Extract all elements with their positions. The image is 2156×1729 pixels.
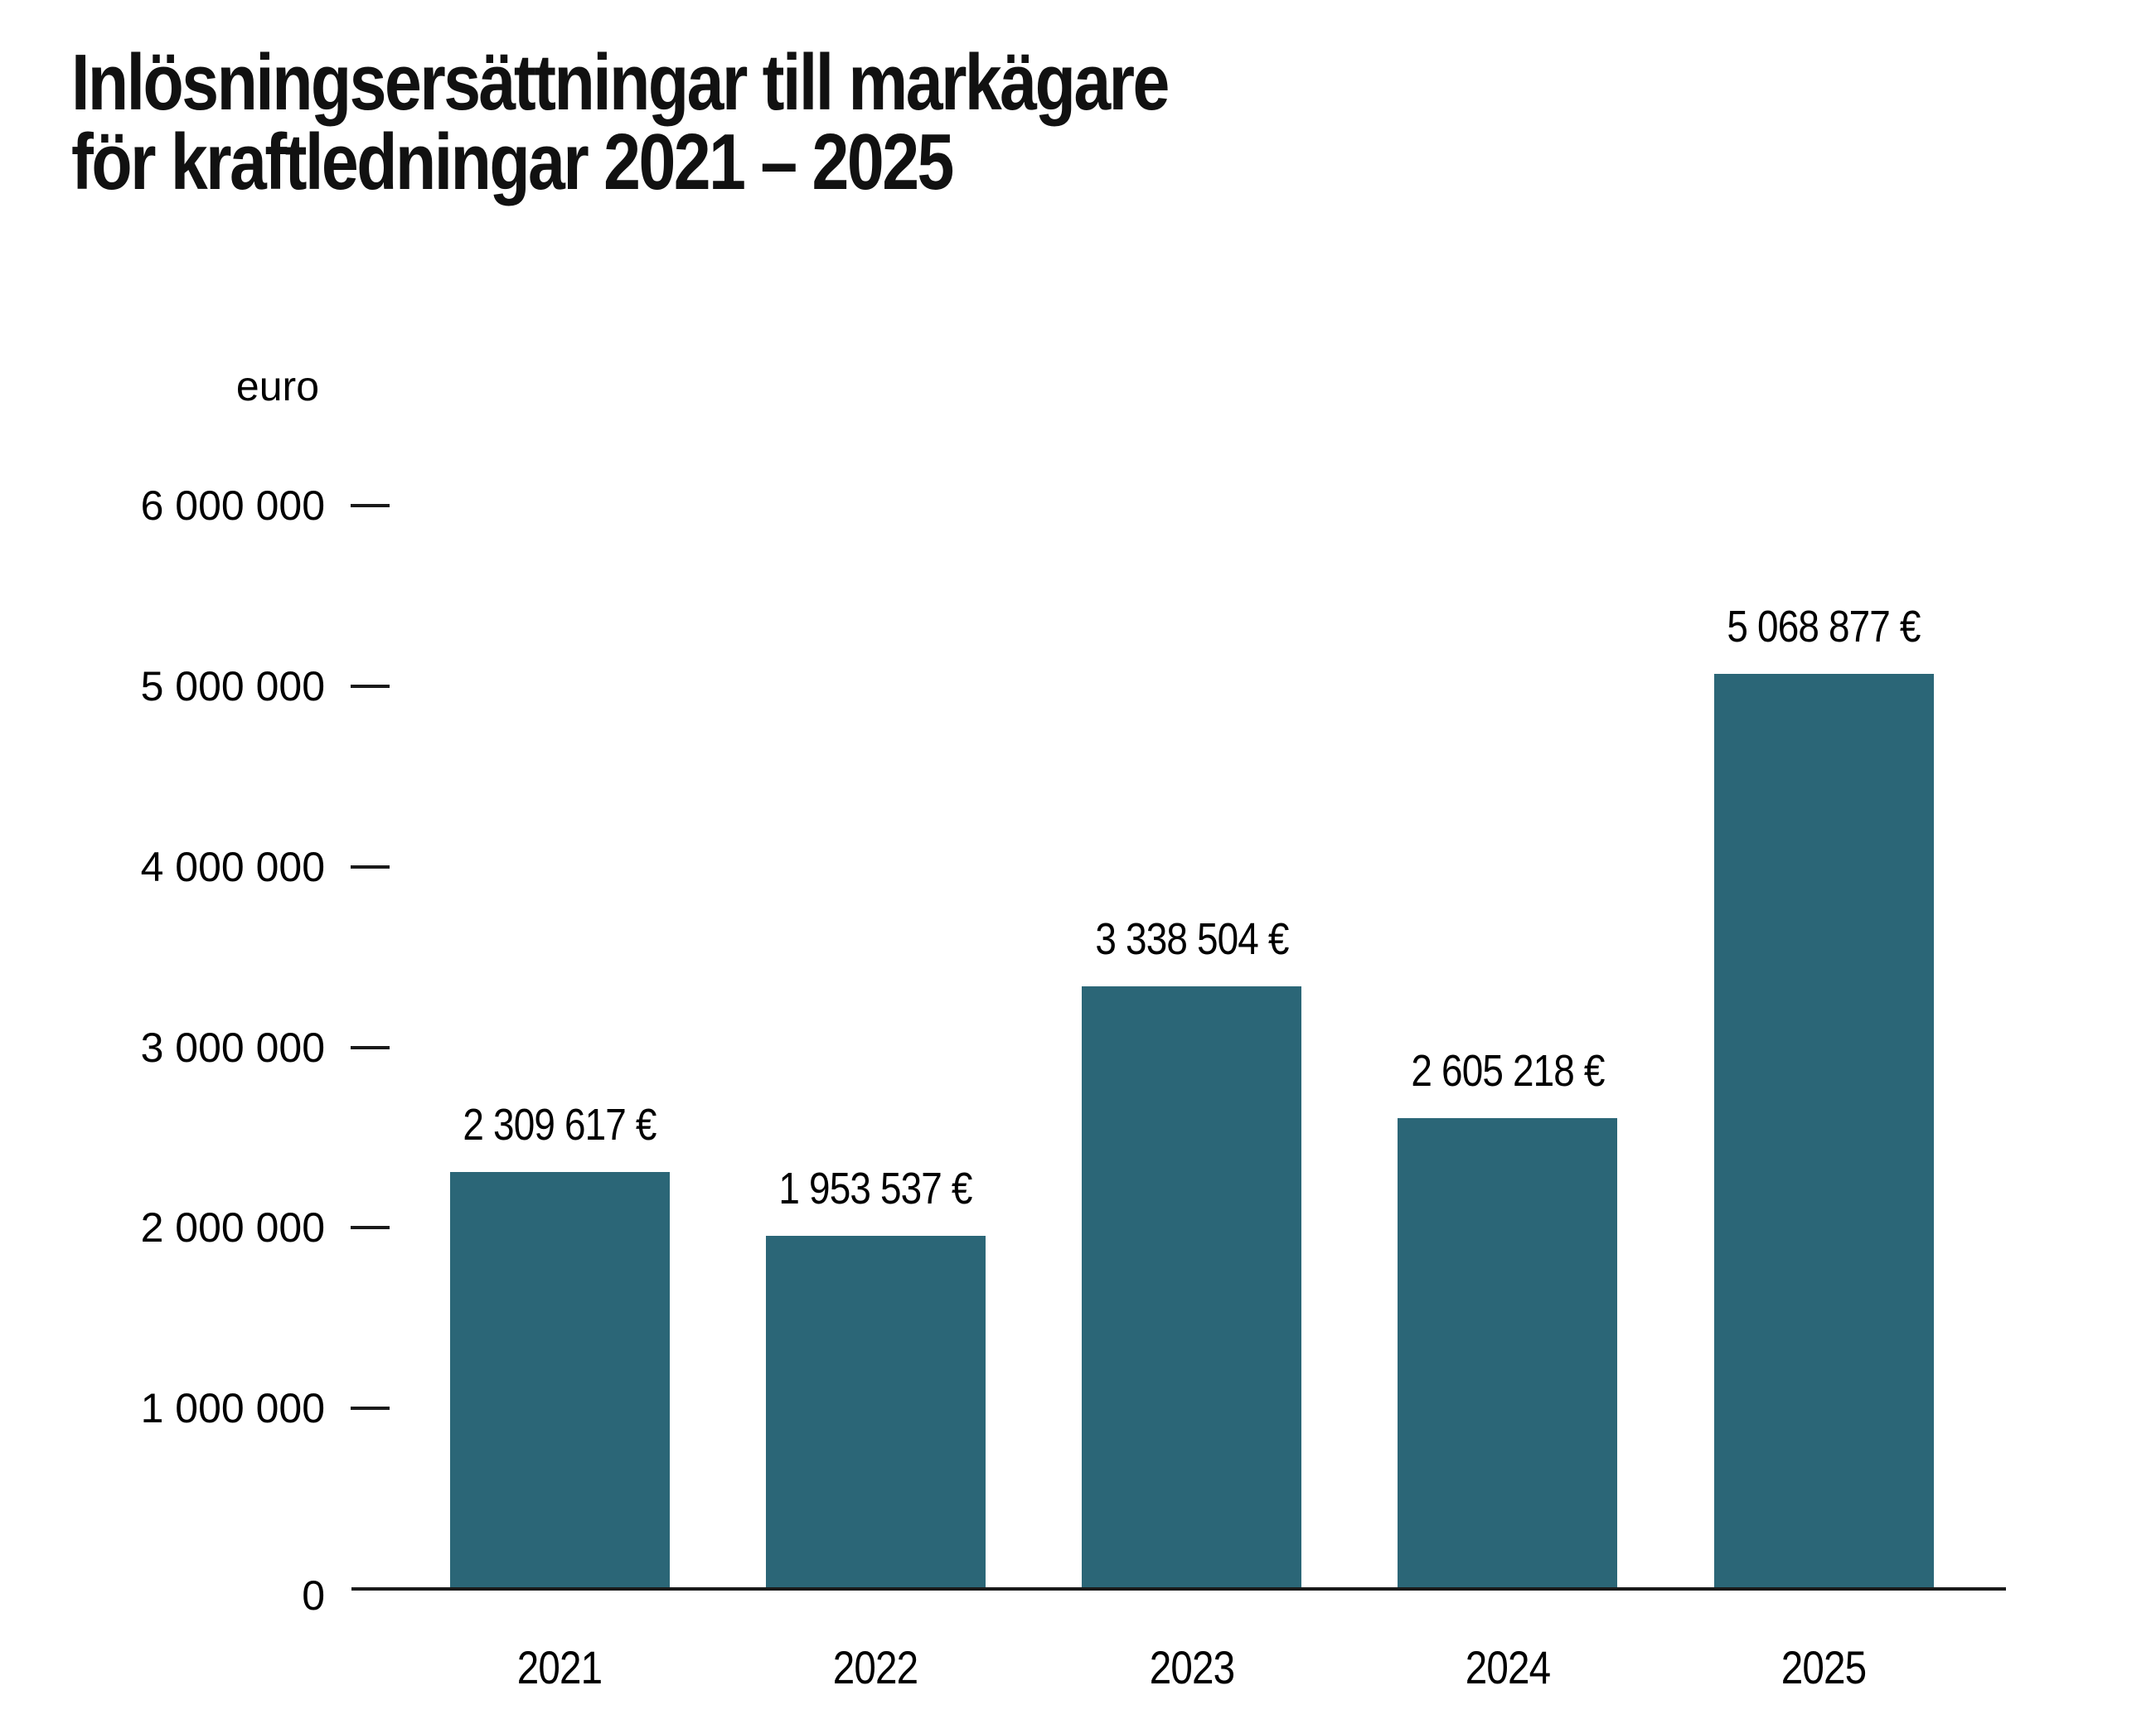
- y-tick-label: 4 000 000: [140, 843, 325, 890]
- y-tick-mark: [351, 684, 390, 688]
- y-tick-mark: [351, 1226, 390, 1230]
- y-tick-mark: [351, 504, 390, 507]
- chart-title: Inlösningsersättningar till markägare fö…: [71, 38, 1170, 206]
- y-tick-label: 2 000 000: [140, 1204, 325, 1252]
- y-tick-mark: [351, 1045, 390, 1049]
- bar-2023: [1082, 986, 1301, 1589]
- y-axis-unit-label: euro: [235, 363, 319, 409]
- y-tick-label: 6 000 000: [140, 482, 325, 529]
- y-tick-label: 0: [302, 1572, 325, 1619]
- bar-value-label-2023: 3 338 504 €: [1094, 913, 1289, 964]
- x-tick-label-2022: 2022: [832, 1641, 918, 1693]
- bar-2024: [1398, 1118, 1618, 1589]
- x-axis-line: [351, 1587, 2006, 1591]
- bar-2022: [765, 1236, 986, 1589]
- x-tick-label-2024: 2024: [1465, 1641, 1550, 1693]
- y-tick-mark: [351, 864, 390, 869]
- x-tick-label-2023: 2023: [1149, 1641, 1234, 1693]
- y-tick-label: 3 000 000: [140, 1024, 325, 1071]
- bar-2021: [449, 1171, 670, 1589]
- x-tick-label-2021: 2021: [516, 1641, 603, 1693]
- bar-value-label-2021: 2 309 617 €: [463, 1099, 656, 1150]
- x-tick-label-2025: 2025: [1781, 1641, 1867, 1693]
- bar-2025: [1713, 673, 1934, 1589]
- y-tick-label: 1 000 000: [140, 1385, 325, 1432]
- y-tick-label: 5 000 000: [140, 662, 325, 710]
- bar-value-label-2024: 2 605 218 €: [1411, 1046, 1605, 1097]
- bar-value-label-2025: 5 068 877 €: [1727, 601, 1921, 651]
- chart-title-line2: för kraftledningar 2021 – 2025: [71, 118, 954, 206]
- y-tick-mark: [351, 1407, 390, 1411]
- chart-title-line1: Inlösningsersättningar till markägare: [71, 38, 1170, 127]
- bar-value-label-2022: 1 953 537 €: [778, 1164, 973, 1214]
